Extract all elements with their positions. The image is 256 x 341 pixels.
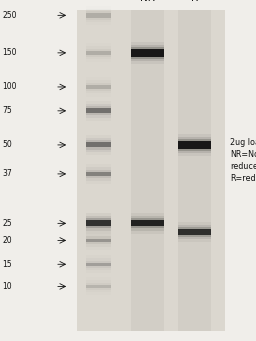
Bar — [86, 106, 111, 115]
Bar — [86, 280, 111, 293]
Bar — [86, 164, 111, 183]
Bar — [86, 237, 111, 244]
Bar — [178, 137, 211, 153]
Bar — [86, 231, 111, 250]
Bar — [131, 216, 164, 231]
Bar — [86, 172, 111, 176]
Text: 37: 37 — [3, 169, 12, 178]
Bar — [86, 101, 111, 121]
Bar — [131, 47, 164, 59]
Text: 15: 15 — [3, 260, 12, 269]
Bar — [131, 218, 164, 228]
Bar — [86, 261, 111, 268]
Bar — [86, 85, 111, 89]
Bar — [86, 220, 111, 226]
Bar — [86, 11, 111, 19]
Text: NR: NR — [140, 0, 155, 3]
Text: 25: 25 — [3, 219, 12, 228]
Text: 10: 10 — [3, 282, 12, 291]
Bar — [178, 229, 211, 235]
Bar — [86, 140, 111, 149]
Bar — [86, 138, 111, 152]
Bar — [86, 239, 111, 242]
Text: 2ug loading
NR=Non-
reduced
R=reduced: 2ug loading NR=Non- reduced R=reduced — [230, 138, 256, 182]
Bar — [86, 13, 111, 18]
Bar — [86, 170, 111, 178]
Bar — [178, 134, 211, 156]
Bar — [86, 43, 111, 62]
Bar — [86, 9, 111, 22]
Bar — [86, 283, 111, 290]
Bar — [86, 83, 111, 91]
Bar — [178, 227, 211, 237]
Bar — [131, 220, 164, 226]
Bar — [86, 234, 111, 247]
Text: 20: 20 — [3, 236, 12, 245]
Text: 250: 250 — [3, 11, 17, 20]
Text: 50: 50 — [3, 140, 12, 149]
Bar — [178, 222, 211, 242]
Bar — [86, 77, 111, 97]
Bar — [86, 167, 111, 181]
Bar — [86, 135, 111, 155]
Bar — [131, 42, 164, 64]
Text: 75: 75 — [3, 106, 12, 115]
Bar — [86, 51, 111, 55]
Bar — [86, 278, 111, 295]
Bar — [131, 213, 164, 234]
Bar — [178, 139, 211, 151]
Bar — [86, 218, 111, 228]
Bar — [131, 10, 164, 331]
Bar — [178, 141, 211, 149]
Bar — [77, 10, 225, 331]
Bar — [178, 225, 211, 239]
Bar — [86, 143, 111, 147]
Bar — [86, 255, 111, 273]
Bar — [86, 49, 111, 57]
Bar — [131, 45, 164, 61]
Text: 100: 100 — [3, 83, 17, 91]
Bar — [86, 258, 111, 270]
Bar — [86, 80, 111, 93]
Text: R: R — [191, 0, 198, 3]
Bar — [178, 10, 211, 331]
Bar — [86, 5, 111, 25]
Bar — [86, 263, 111, 266]
Text: 150: 150 — [3, 48, 17, 57]
Bar — [131, 49, 164, 57]
Bar — [86, 285, 111, 288]
Bar — [86, 216, 111, 231]
Bar — [86, 104, 111, 118]
Bar — [86, 213, 111, 234]
Bar — [86, 108, 111, 113]
Bar — [86, 46, 111, 59]
